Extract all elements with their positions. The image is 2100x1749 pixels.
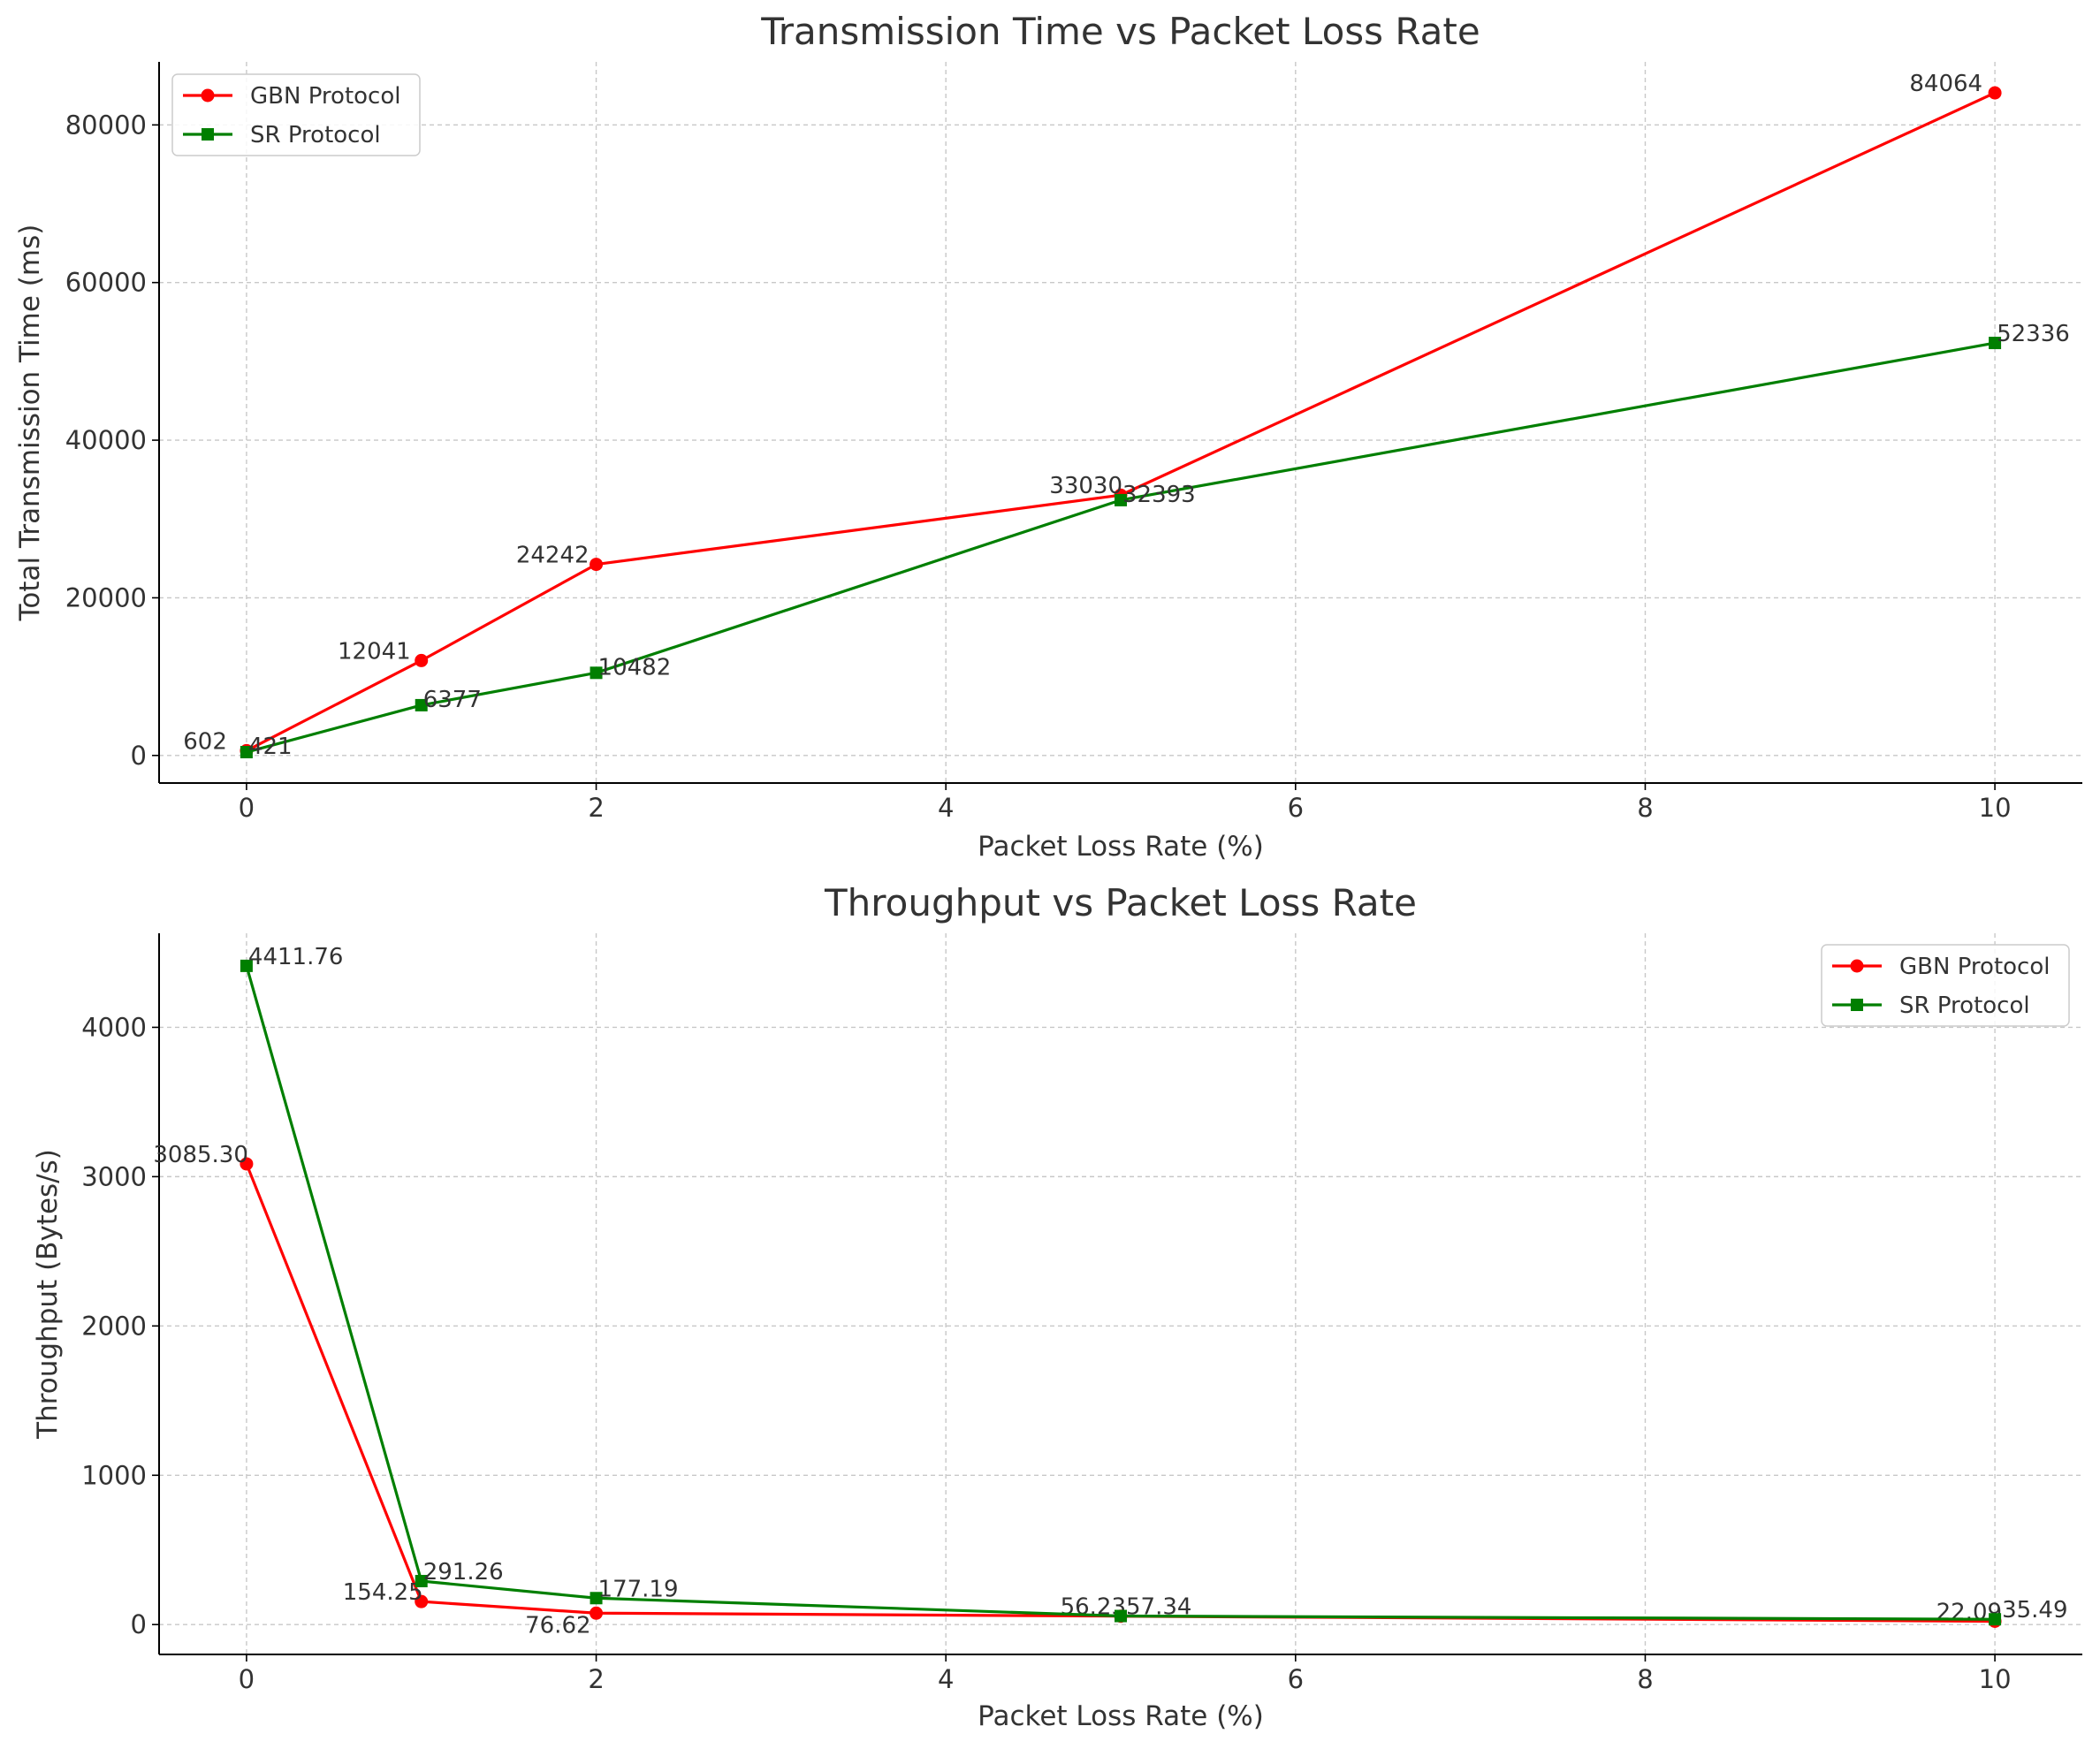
chart-title: Throughput vs Packet Loss Rate <box>824 881 1417 924</box>
y-tick-label: 20000 <box>65 582 147 612</box>
x-tick-label: 10 <box>1979 1664 2012 1694</box>
x-axis-label: Packet Loss Rate (%) <box>978 1700 1264 1732</box>
transmission-time-chart: 0 2 4 6 8 10 0 20000 40000 60000 80000 Transmission… <box>14 10 2082 863</box>
data-label: 3085.30 <box>153 1142 248 1168</box>
data-point <box>415 698 428 711</box>
data-label: 10482 <box>598 654 672 681</box>
data-point <box>1988 86 2002 100</box>
x-tick-label: 10 <box>1979 793 2012 823</box>
y-axis-label: Total Transmission Time (ms) <box>14 224 46 622</box>
legend-box <box>1821 944 2070 1027</box>
data-label: 32393 <box>1122 482 1196 508</box>
legend-label: GBN Protocol <box>250 83 400 110</box>
y-tick-label: 3000 <box>81 1161 147 1191</box>
x-tick-label: 6 <box>1288 793 1304 823</box>
legend-marker <box>201 88 215 103</box>
data-point <box>415 653 429 667</box>
data-label: 12041 <box>338 638 411 665</box>
data-label: 76.62 <box>525 1612 590 1639</box>
data-label: 421 <box>248 734 293 760</box>
data-point <box>240 959 253 972</box>
data-label: 6377 <box>423 687 482 713</box>
x-tick-label: 0 <box>239 793 255 823</box>
data-point <box>240 1157 254 1171</box>
legend-box <box>171 73 421 156</box>
y-tick-label: 4000 <box>81 1012 147 1042</box>
y-tick-label: 40000 <box>65 425 147 455</box>
legend-label: SR Protocol <box>1899 992 2030 1019</box>
x-axis-label: Packet Loss Rate (%) <box>978 831 1264 863</box>
data-point <box>415 1575 428 1588</box>
legend-marker <box>1850 959 1864 973</box>
chart-title: Transmission Time vs Packet Loss Rate <box>760 10 1480 53</box>
legend-marker <box>202 128 214 141</box>
legend-marker <box>1851 999 1863 1011</box>
throughput-chart: 0 2 4 6 8 10 0 1000 2000 3000 4000 Throughput vs Pa… <box>32 881 2082 1732</box>
y-tick-label: 0 <box>131 741 147 771</box>
legend-label: GBN Protocol <box>1899 954 2050 980</box>
y-tick-label: 80000 <box>65 110 147 140</box>
data-point <box>590 666 603 680</box>
data-point <box>1989 1613 2002 1626</box>
data-label: 602 <box>183 728 227 755</box>
data-label: 52336 <box>1997 321 2070 347</box>
series-line-sr <box>245 965 1996 1621</box>
data-label: 154.25 <box>343 1579 423 1606</box>
x-tick-label: 8 <box>1637 793 1653 823</box>
y-tick-label: 0 <box>131 1609 147 1639</box>
data-point <box>590 1606 604 1620</box>
data-label: 84064 <box>1909 71 1982 97</box>
y-tick-label: 1000 <box>81 1460 147 1490</box>
data-label: 177.19 <box>598 1576 679 1602</box>
legend-label: SR Protocol <box>250 122 381 148</box>
data-label: 4411.76 <box>248 944 344 970</box>
data-point <box>1115 493 1127 506</box>
y-tick-label: 60000 <box>65 268 147 298</box>
x-tick-label: 2 <box>588 1664 604 1694</box>
data-label: 291.26 <box>423 1559 504 1586</box>
x-tick-label: 4 <box>938 1664 954 1694</box>
data-label: 24242 <box>516 543 590 569</box>
data-label: 57.34 <box>1126 1594 1191 1621</box>
x-tick-label: 4 <box>938 793 954 823</box>
series-line-gbn <box>246 91 1996 752</box>
y-axis-label: Throughput (Bytes/s) <box>32 1149 64 1440</box>
data-point <box>240 746 253 759</box>
x-tick-label: 8 <box>1637 1664 1653 1694</box>
data-point <box>415 1594 429 1608</box>
data-point <box>590 558 604 572</box>
data-label: 33030 <box>1049 473 1122 499</box>
data-point <box>1989 337 2002 350</box>
series-line-sr <box>246 341 1996 754</box>
x-tick-label: 6 <box>1288 1664 1304 1694</box>
series-line-gbn <box>245 1163 1996 1624</box>
data-point <box>1115 1609 1127 1623</box>
y-tick-label: 2000 <box>81 1311 147 1341</box>
x-tick-label: 2 <box>588 793 604 823</box>
x-tick-label: 0 <box>239 1664 255 1694</box>
data-point <box>590 1592 603 1605</box>
data-label: 35.49 <box>2002 1597 2067 1624</box>
